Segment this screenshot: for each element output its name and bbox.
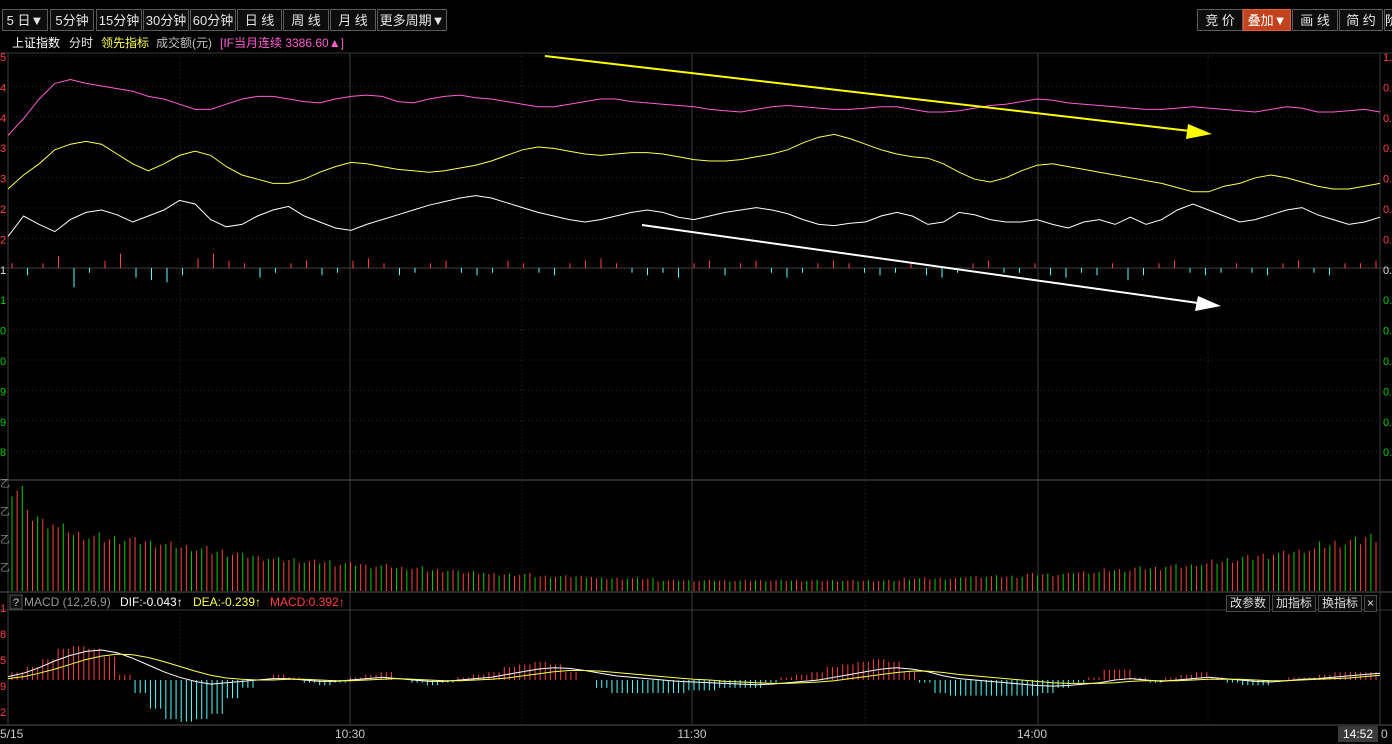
series-line-leading [7, 133, 1381, 193]
legend-row: 上证指数 分时 领先指标 成交额(元) [IF当月连续 3386.60▲] [0, 34, 1392, 50]
macd-axis-label: 9 [0, 681, 6, 693]
macd-axis-label: 1 [0, 603, 6, 615]
auction-button[interactable]: 竞 价 [1197, 9, 1243, 31]
series-line-index [7, 195, 1381, 237]
left-axis-label: 4 [0, 113, 6, 125]
left-axis-label: 8 [0, 447, 6, 459]
left-axis-label: 9 [0, 386, 6, 398]
x-axis-last-tick: 0 [1381, 727, 1388, 741]
left-axis-label: 9 [0, 417, 6, 429]
right-axis-label: 0. [1383, 447, 1392, 459]
legend-volume: 成交额(元) [156, 36, 212, 50]
macd-dea-value: DEA:-0.239↑ [193, 595, 261, 609]
price-lines [7, 78, 1381, 237]
current-time-label: 14:52 [1343, 727, 1373, 741]
level-button[interactable]: 阶 [1384, 9, 1392, 31]
period-week-button[interactable]: 周 线 [283, 9, 329, 31]
close-icon[interactable]: × [1364, 595, 1378, 612]
period-5day-button[interactable]: 5 日▼ [2, 9, 48, 31]
legend-index-name: 上证指数 [12, 36, 61, 50]
right-axis-label: 0. [1383, 326, 1392, 338]
x-axis-label: 11:30 [677, 727, 706, 741]
switch-indicator-button[interactable]: 换指标 [1318, 595, 1363, 612]
left-axis-label: 3 [0, 174, 6, 186]
left-axis-label: 0 [0, 326, 6, 338]
x-axis-label: 14:00 [1017, 727, 1047, 741]
period-60min-button[interactable]: 60分钟 [190, 9, 236, 31]
macd-axis-label: 5 [0, 655, 6, 667]
left-axis-label: 5 [0, 52, 6, 64]
change-params-button[interactable]: 改参数 [1226, 595, 1271, 612]
x-axis-label: 10:30 [335, 727, 365, 741]
right-axis-label: 0. [1383, 143, 1392, 155]
left-axis-label: 1 [0, 295, 6, 307]
trend-arrows [544, 55, 1221, 311]
legend-leading-indicator: 领先指标 [101, 36, 150, 50]
overlay-button[interactable]: 叠加▼ [1243, 9, 1291, 31]
draw-line-button[interactable]: 画 线 [1292, 9, 1338, 31]
macd-panel: ? MACD (12,26,9) DIF:-0.043↑ DEA:-0.239↑ MAC… [7, 594, 1381, 722]
right-axis-label: 0. [1383, 356, 1392, 368]
yellow-trend-arrow [544, 55, 1191, 132]
price-change-bars [11, 253, 1377, 288]
yellow-arrowhead [1186, 124, 1212, 139]
right-axis-label: 0. [1383, 204, 1392, 216]
x-axis-label: 5/15 [0, 727, 24, 741]
simple-mode-button[interactable]: 简 约 [1339, 9, 1383, 31]
volume-bars [11, 486, 1377, 591]
right-axis-label: 0. [1383, 174, 1392, 186]
right-axis-label: 0. [1383, 113, 1392, 125]
period-toolbar: 5 日▼ 5分钟 15分钟 30分钟 60分钟 日 线 周 线 月 线 更多周期… [0, 0, 1392, 34]
white-trend-arrow [641, 224, 1199, 304]
left-axis-label: 0 [0, 356, 6, 368]
period-day-button[interactable]: 日 线 [237, 9, 282, 31]
macd-macd-value: MACD:0.392↑ [270, 595, 345, 609]
axis-labels: 5 4 4 3 3 2 2 1 1 0 0 9 9 8 1. 0. 0. 0. 0. 0. 0. 0. 0. 0. 0. 0. 0.… [0, 52, 1392, 742]
right-axis-label: 0. [1383, 234, 1392, 246]
period-15min-button[interactable]: 15分钟 [96, 9, 142, 31]
volume-axis-label: 乙 [0, 506, 10, 518]
right-axis-label: 0. [1383, 265, 1392, 277]
period-5min-button[interactable]: 5分钟 [50, 9, 94, 31]
right-axis-label: 0. [1383, 295, 1392, 307]
macd-name: MACD (12,26,9) [24, 595, 111, 609]
right-axis-label: 0. [1383, 82, 1392, 94]
series-line-if [7, 78, 1381, 136]
volume-axis-label: 乙 [0, 534, 10, 546]
right-axis-label: 1. [1383, 52, 1392, 64]
macd-axis-label: 2 [0, 707, 6, 719]
more-periods-button[interactable]: 更多周期▼ [377, 9, 447, 31]
left-axis-label: 1 [0, 265, 6, 277]
left-axis-label: 4 [0, 82, 6, 94]
macd-help-box [9, 594, 23, 610]
macd-dea-line [7, 653, 1381, 684]
current-time-badge [1338, 726, 1378, 742]
macd-help-icon: ? [13, 597, 19, 609]
period-30min-button[interactable]: 30分钟 [143, 9, 189, 31]
white-arrowhead [1195, 296, 1221, 311]
legend-overlay-if[interactable]: [IF当月连续 3386.60▲] [220, 36, 344, 50]
right-axis-label: 0. [1383, 386, 1392, 398]
macd-dif-value: DIF:-0.043↑ [120, 595, 183, 609]
right-axis-label: 0. [1383, 417, 1392, 429]
left-axis-label: 2 [0, 234, 6, 246]
left-axis-label: 2 [0, 204, 6, 216]
volume-axis-label: 乙 [0, 478, 10, 490]
period-month-button[interactable]: 月 线 [330, 9, 376, 31]
grid-lines [0, 52, 1392, 726]
legend-fenshi: 分时 [69, 36, 94, 50]
left-axis-label: 3 [0, 143, 6, 155]
macd-axis-label: 8 [0, 629, 6, 641]
volume-axis-label: 乙 [0, 562, 10, 574]
add-indicator-button[interactable]: 加指标 [1272, 595, 1317, 612]
